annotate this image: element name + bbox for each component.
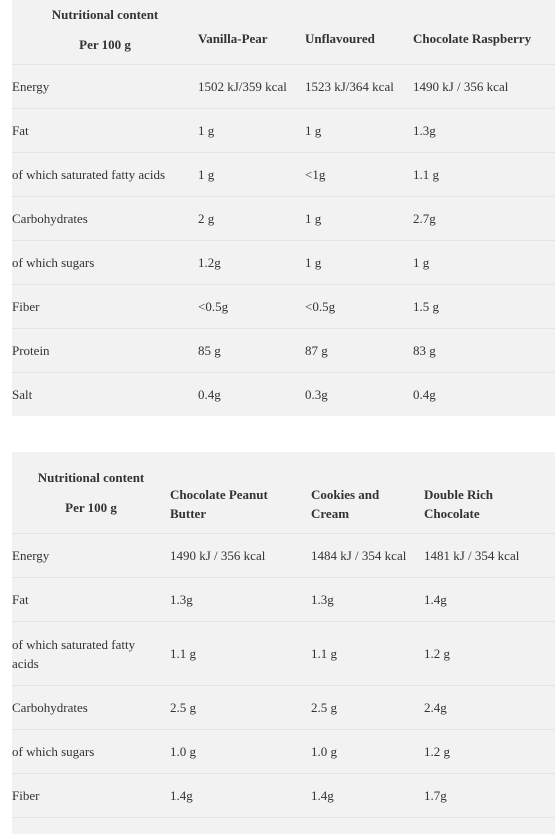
header-label-cell: Nutritional content Per 100 g	[12, 0, 198, 64]
table-header-row: Nutritional content Per 100 g Vanilla-Pe…	[12, 0, 555, 65]
row-label: Fiber	[12, 299, 40, 314]
table-row: Carbohydrates 2.5 g 2.5 g 2.4g	[12, 686, 555, 730]
table-cell: 2 g	[198, 211, 215, 226]
per-100g-label: Per 100 g	[79, 37, 131, 52]
table-cell: 1.3g	[413, 123, 436, 138]
table-row: of which saturated fatty acids 1.1 g 1.1…	[12, 622, 555, 686]
table-cell: 1.3g	[170, 592, 193, 607]
column-header: Unflavoured	[305, 31, 375, 46]
row-label: Protein	[12, 343, 50, 358]
row-label: Energy	[12, 79, 50, 94]
table-cell: 2.5 g	[311, 700, 337, 715]
table-cell: 1.4g	[311, 788, 334, 803]
table-cell: 1.0 g	[311, 744, 337, 759]
row-label: Fat	[12, 123, 29, 138]
table-row: Fiber 1.4g 1.4g 1.7g	[12, 774, 555, 818]
column-header: Chocolate Peanut Butter	[170, 487, 268, 521]
table-row: Salt 0.4g 0.3g 0.4g	[12, 373, 555, 416]
table-cell: 0.4g	[198, 387, 221, 402]
table-cell: 1490 kJ / 356 kcal	[170, 548, 266, 563]
per-100g-label: Per 100 g	[65, 500, 117, 515]
table-cell: 2.5 g	[170, 700, 196, 715]
table-cell: 0.3g	[305, 387, 328, 402]
table-cell: 1481 kJ / 354 kcal	[424, 548, 520, 563]
table-cell: 1 g	[305, 123, 322, 138]
table-cell: 1.2 g	[424, 646, 450, 661]
row-label: of which saturated fatty acids	[12, 167, 166, 182]
table-cell: 1484 kJ / 354 kcal	[311, 548, 407, 563]
row-label: of which sugars	[12, 255, 95, 270]
table-row: of which saturated fatty acids 1 g <1g 1…	[12, 153, 555, 197]
row-label: of which saturated fatty acids	[12, 636, 136, 671]
column-header: Chocolate Raspberry	[413, 31, 532, 46]
row-label: Energy	[12, 548, 50, 563]
table-cell: 87 g	[305, 343, 328, 358]
row-label: Fat	[12, 592, 29, 607]
table-cell: 85 g	[198, 343, 221, 358]
table-cell: 0.4g	[413, 387, 436, 402]
table-cell: <0.5g	[305, 299, 336, 314]
table-title: Nutritional content	[51, 7, 159, 22]
table-row: Protein 85 g 87 g 83 g	[12, 329, 555, 373]
row-label: Salt	[12, 387, 33, 402]
table-row: Carbohydrates 2 g 1 g 2.7g	[12, 197, 555, 241]
table-cell: 1.1 g	[311, 646, 337, 661]
column-header: Cookies and Cream	[311, 487, 380, 521]
table-cell: 2.4g	[424, 700, 447, 715]
table-cell: 1490 kJ / 356 kcal	[413, 79, 509, 94]
row-label: of which sugars	[12, 744, 95, 759]
table-cell: 1.0 g	[170, 744, 196, 759]
nutrition-table-2: Nutritional content Per 100 g Chocolate …	[12, 452, 555, 834]
table-cell: 1.2 g	[424, 744, 450, 759]
table-cell: 1.4g	[170, 788, 193, 803]
table-row: Fat 1 g 1 g 1.3g	[12, 109, 555, 153]
table-header-row: Nutritional content Per 100 g Chocolate …	[12, 452, 555, 534]
table-cell: 1 g	[198, 123, 215, 138]
row-label: Carbohydrates	[12, 700, 88, 715]
table-cell: 1502 kJ/359 kcal	[198, 79, 287, 94]
row-label: Carbohydrates	[12, 211, 88, 226]
table-row: Fat 1.3g 1.3g 1.4g	[12, 578, 555, 622]
table-cell: 1.2g	[198, 255, 221, 270]
table-title: Nutritional content	[37, 470, 145, 485]
table-cell: <1g	[305, 167, 326, 182]
table-row: of which sugars 1.2g 1 g 1 g	[12, 241, 555, 285]
table-cell: 1.1 g	[413, 167, 439, 182]
table-cell: 1 g	[198, 167, 215, 182]
table-cell: <0.5g	[198, 299, 229, 314]
table-cell: 1523 kJ/364 kcal	[305, 79, 394, 94]
table-row: Fiber <0.5g <0.5g 1.5 g	[12, 285, 555, 329]
nutrition-table-1: Nutritional content Per 100 g Vanilla-Pe…	[12, 0, 555, 416]
table-cell: 2.7g	[413, 211, 436, 226]
table-cell: 1.1 g	[170, 646, 196, 661]
table-row: Energy 1490 kJ / 356 kcal 1484 kJ / 354 …	[12, 534, 555, 578]
header-label-cell: Nutritional content Per 100 g	[12, 452, 170, 533]
column-header: Vanilla-Pear	[198, 31, 268, 46]
table-row: of which sugars 1.0 g 1.0 g 1.2 g	[12, 730, 555, 774]
table-row: Energy 1502 kJ/359 kcal 1523 kJ/364 kcal…	[12, 65, 555, 109]
table-cell: 83 g	[413, 343, 436, 358]
row-label: Fiber	[12, 788, 40, 803]
table-cell: 1.5 g	[413, 299, 439, 314]
table-cell: 1.4g	[424, 592, 447, 607]
column-header: Double Rich Chocolate	[424, 487, 493, 521]
table-cell: 1.7g	[424, 788, 447, 803]
table-cell: 1 g	[305, 211, 322, 226]
table-cell: 1.3g	[311, 592, 334, 607]
table-cell: 1 g	[413, 255, 430, 270]
table-cell: 1 g	[305, 255, 322, 270]
